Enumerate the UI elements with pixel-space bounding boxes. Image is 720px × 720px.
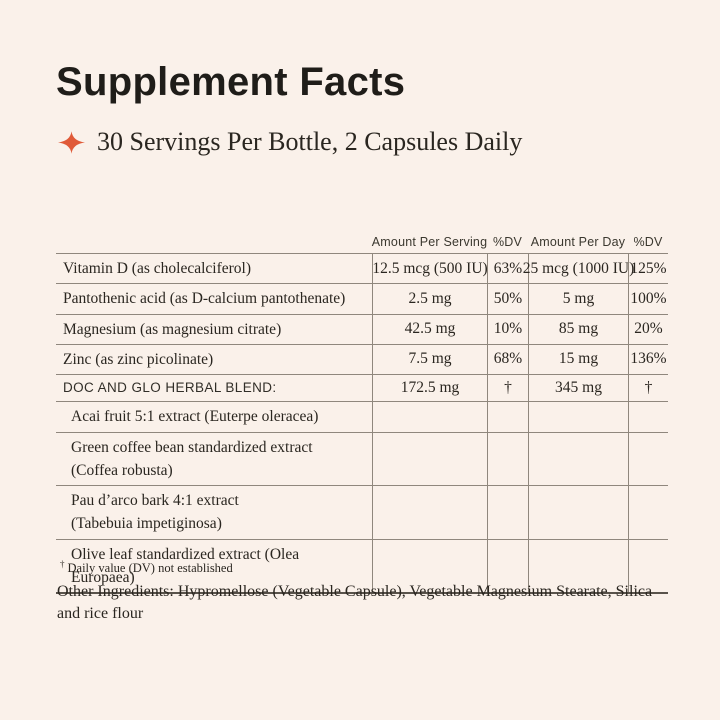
- blend-ingredient-line1: Olive leaf standardized extract (Olea Eu…: [71, 545, 300, 586]
- nutrient-name: Zinc (as zinc picolinate): [56, 345, 372, 374]
- cell-dv-serving: 68%: [487, 344, 528, 374]
- cell-amount-per-day: 345 mg: [528, 375, 628, 402]
- other-ingredients-label: Other Ingredients:: [57, 583, 174, 600]
- blend-ingredient-name: Green coffee bean standardized extract (…: [56, 433, 372, 486]
- nutrient-name-line1: Pantothenic acid (as D-calcium pantothen…: [63, 290, 346, 308]
- cell-dv-day: [628, 432, 668, 485]
- cell-dv-serving: 63%: [487, 254, 528, 284]
- cell-amount-per-serving: 2.5 mg: [372, 284, 487, 314]
- header-amount-per-day: Amount Per Day: [530, 234, 626, 249]
- table-row-pantothenic-acid: Pantothenic acid (as D-calcium pantothen…: [56, 284, 668, 315]
- cell-amount-per-serving: [372, 432, 487, 485]
- header-dv-serving: %DV: [492, 234, 523, 249]
- blend-ingredient-line1: Green coffee bean standardized extract: [71, 438, 313, 456]
- cell-dv-day: 20%: [628, 314, 668, 344]
- cell-dv-serving: 50%: [487, 284, 528, 314]
- other-ingredients: Other Ingredients: Hypromellose (Vegetab…: [57, 581, 675, 624]
- cell-dv-day: 100%: [628, 284, 668, 314]
- cell-dv-day: [628, 402, 668, 432]
- blend-ingredient-name: Olive leaf standardized extract (Olea Eu…: [56, 540, 372, 593]
- cell-dv-serving-dagger: †: [487, 375, 528, 402]
- cell-amount-per-serving: 172.5 mg: [372, 375, 487, 402]
- blend-ingredient-line1: Pau d’arco bark 4:1 extract: [71, 492, 239, 509]
- nutrient-name-line1: Zinc (as zinc picolinate): [63, 350, 214, 368]
- other-ingredients-text: Hypromellose (Vegetable Capsule), Vegeta…: [57, 583, 653, 622]
- daily-value-footnote-text: Daily value (DV) not established: [67, 561, 233, 576]
- cell-amount-per-day: 5 mg: [528, 284, 628, 314]
- header-dv-day: %DV: [633, 234, 663, 249]
- table-row-vitamin-d: Vitamin D (as cholecalciferol) 12.5 mcg …: [56, 254, 668, 285]
- blend-ingredient-line1: Acai fruit 5:1 extract (Euterpe oleracea…: [71, 408, 319, 426]
- table-row-acai: Acai fruit 5:1 extract (Euterpe oleracea…: [56, 402, 668, 433]
- daily-value-footnote: † Daily value (DV) not established: [60, 559, 233, 576]
- table-row-magnesium: Magnesium (as magnesium citrate) 42.5 mg…: [56, 314, 668, 345]
- nutrient-name: Vitamin D (as cholecalciferol): [56, 254, 372, 283]
- blend-ingredient-line2: (Tabebuia impetiginosa): [71, 515, 222, 533]
- sparkle-icon: [58, 130, 85, 154]
- cell-amount-per-day: [528, 432, 628, 485]
- table-row-olive-leaf: Olive leaf standardized extract (Olea Eu…: [56, 539, 668, 594]
- cell-amount-per-day: [528, 486, 628, 539]
- blend-ingredient-name: Pau d’arco bark 4:1 extract (Tabebuia im…: [56, 486, 372, 539]
- header-amount-per-serving: Amount Per Serving: [371, 234, 488, 249]
- cell-dv-day: [628, 539, 668, 592]
- blend-ingredient-name: Acai fruit 5:1 extract (Euterpe oleracea…: [56, 402, 372, 431]
- cell-amount-per-serving: 12.5 mcg (500 IU): [372, 254, 488, 284]
- cell-dv-day: [628, 486, 668, 539]
- page-title: Supplement Facts: [56, 60, 406, 104]
- cell-dv-serving: [487, 402, 528, 432]
- cell-dv-serving: 10%: [487, 314, 528, 344]
- blend-name: DOC AND GLO HERBAL BLEND:: [56, 375, 372, 401]
- table-row-pau-darco: Pau d’arco bark 4:1 extract (Tabebuia im…: [56, 486, 668, 540]
- cell-amount-per-day: 15 mg: [528, 344, 628, 374]
- cell-dv-day-dagger: †: [628, 375, 668, 402]
- serving-info-text: 30 Servings Per Bottle, 2 Capsules Daily: [97, 127, 523, 156]
- cell-amount-per-day: [528, 539, 628, 592]
- cell-dv-day: 136%: [628, 344, 668, 374]
- nutrient-name-line1: Magnesium (as magnesium citrate): [63, 320, 282, 338]
- serving-info: 30 Servings Per Bottle, 2 Capsules Daily: [58, 126, 522, 158]
- cell-amount-per-day: 25 mcg (1000 IU): [523, 254, 634, 284]
- cell-dv-serving: [487, 486, 528, 539]
- blend-ingredient-line2: (Coffea robusta): [71, 461, 173, 479]
- dagger-symbol: †: [60, 559, 65, 569]
- cell-dv-day: 125%: [628, 254, 668, 284]
- nutrient-name-line1: Vitamin D (as cholecalciferol): [63, 260, 251, 277]
- supplement-facts-table: Amount Per Serving %DV Amount Per Day %D…: [56, 230, 668, 594]
- cell-amount-per-serving: [372, 486, 487, 539]
- nutrient-name: Magnesium (as magnesium citrate): [56, 315, 372, 344]
- nutrient-name: Pantothenic acid (as D-calcium pantothen…: [56, 284, 372, 313]
- cell-amount-per-day: [528, 402, 628, 432]
- cell-amount-per-serving: 7.5 mg: [372, 344, 487, 374]
- table-row-green-coffee: Green coffee bean standardized extract (…: [56, 432, 668, 486]
- cell-dv-serving: [487, 432, 528, 485]
- table-row-herbal-blend: DOC AND GLO HERBAL BLEND: 172.5 mg † 345…: [56, 375, 668, 403]
- cell-amount-per-serving: 42.5 mg: [372, 314, 487, 344]
- blend-name-line1: DOC AND GLO HERBAL BLEND:: [63, 380, 277, 395]
- header-spacer: [56, 230, 372, 253]
- cell-amount-per-serving: [372, 539, 487, 592]
- table-row-zinc: Zinc (as zinc picolinate) 7.5 mg 68% 15 …: [56, 344, 668, 375]
- cell-dv-serving: [487, 539, 528, 592]
- cell-amount-per-day: 85 mg: [528, 314, 628, 344]
- table-header-row: Amount Per Serving %DV Amount Per Day %D…: [56, 230, 668, 254]
- cell-amount-per-serving: [372, 402, 487, 432]
